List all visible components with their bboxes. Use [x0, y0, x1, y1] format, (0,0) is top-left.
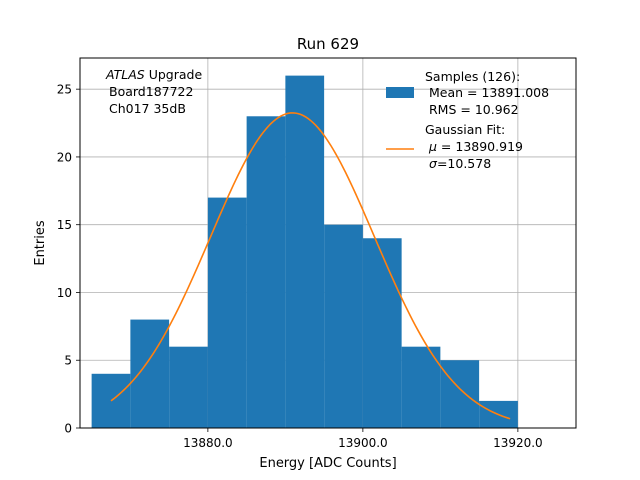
plot-frame [79, 57, 577, 429]
y-tick-label: 15 [57, 218, 72, 232]
x-axis-label: Energy [ADC Counts] [259, 456, 396, 471]
histogram-bar [207, 197, 247, 428]
legend-samples-swatch [386, 87, 414, 98]
legend-samples-mean: Mean = 13891.008 [429, 85, 549, 100]
y-tick-label: 5 [64, 354, 72, 368]
y-tick-label: 20 [57, 150, 72, 164]
histogram-bar [324, 224, 363, 428]
legend-samples-rms: RMS = 10.962 [429, 102, 519, 117]
y-tick-label: 10 [57, 286, 72, 300]
gaussian-fit-curve [110, 112, 511, 420]
histogram-bar [91, 373, 131, 428]
legend-fit-mu-value: = 13890.919 [437, 139, 523, 154]
svg-text:μ = 13890.919: μ = 13890.919 [428, 139, 523, 154]
legend-samples-title: Samples (126): [425, 69, 520, 84]
histogram-bar [246, 116, 286, 429]
atlas-annotation: ATLAS Upgrade Board187722 Ch017 35dB [105, 67, 202, 116]
x-axis-ticks: 13880.0 13900.0 13920.0 [183, 428, 543, 450]
atlas-label: ATLAS [105, 67, 145, 82]
board-label: Board187722 [109, 84, 193, 99]
y-axis-ticks: 0 5 10 15 20 25 [57, 83, 80, 436]
svg-text:ATLAS Upgrade: ATLAS Upgrade [105, 67, 202, 82]
histogram-bar [169, 346, 208, 428]
x-tick-label: 13920.0 [493, 436, 543, 450]
histogram-bars [91, 75, 518, 429]
upgrade-label: Upgrade [145, 67, 203, 82]
y-tick-label: 0 [64, 422, 72, 436]
legend-fit-title: Gaussian Fit: [425, 122, 505, 137]
chart-title: Run 629 [297, 35, 359, 53]
channel-label: Ch017 35dB [109, 101, 186, 116]
histogram-bar [440, 360, 480, 428]
x-tick-label: 13880.0 [183, 436, 233, 450]
y-axis-label: Entries [33, 220, 48, 266]
legend-fit-sigma-value: =10.578 [437, 156, 491, 171]
y-tick-label: 25 [57, 83, 72, 97]
histogram-bar [285, 75, 325, 428]
legend: Samples (126): Mean = 13891.008 RMS = 10… [386, 69, 549, 171]
histogram-bar [362, 238, 402, 428]
legend-fit-sigma-symbol: σ [429, 156, 438, 171]
svg-text:σ=10.578: σ=10.578 [429, 156, 491, 171]
histogram-bar [401, 346, 441, 428]
legend-fit-mu-symbol: μ [428, 139, 437, 154]
x-tick-label: 13900.0 [338, 436, 388, 450]
